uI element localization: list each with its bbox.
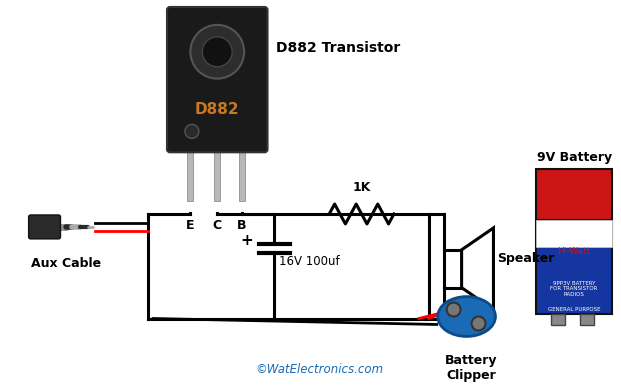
Text: 16V 100uf: 16V 100uf — [279, 255, 340, 268]
Text: E: E — [186, 219, 194, 232]
Text: C: C — [212, 219, 221, 232]
Bar — [537, 220, 612, 247]
Text: Speaker: Speaker — [497, 252, 555, 265]
Text: GENERAL PURPOSE: GENERAL PURPOSE — [548, 307, 601, 312]
Text: Aux Cable: Aux Cable — [30, 257, 101, 270]
Bar — [537, 169, 612, 220]
Bar — [238, 149, 245, 201]
Circle shape — [446, 303, 461, 317]
Bar — [537, 220, 612, 314]
Bar — [214, 149, 220, 201]
Circle shape — [471, 317, 486, 330]
Text: 9V Battery: 9V Battery — [537, 151, 612, 164]
Circle shape — [202, 37, 232, 67]
Text: +: + — [241, 233, 253, 248]
Bar — [580, 314, 594, 326]
Text: B: B — [237, 219, 247, 232]
Bar — [187, 149, 193, 201]
FancyBboxPatch shape — [29, 215, 60, 239]
Circle shape — [185, 124, 199, 138]
Text: 1K: 1K — [352, 181, 371, 194]
Text: D882: D882 — [195, 102, 240, 117]
Text: 9PP3V BATTERY
FOR TRANSISTOR
RADIOS: 9PP3V BATTERY FOR TRANSISTOR RADIOS — [550, 281, 598, 297]
Circle shape — [191, 25, 244, 79]
Text: Battery
Clipper: Battery Clipper — [445, 355, 498, 382]
FancyBboxPatch shape — [167, 7, 268, 152]
Polygon shape — [461, 228, 494, 310]
Bar — [551, 314, 565, 326]
Bar — [443, 250, 461, 288]
Text: ©WatElectronics.com: ©WatElectronics.com — [255, 363, 383, 376]
Ellipse shape — [438, 297, 496, 337]
Text: HW: HW — [554, 251, 594, 271]
Text: Hi-Watt: Hi-Watt — [558, 247, 591, 256]
Text: D882 Transistor: D882 Transistor — [276, 41, 401, 55]
